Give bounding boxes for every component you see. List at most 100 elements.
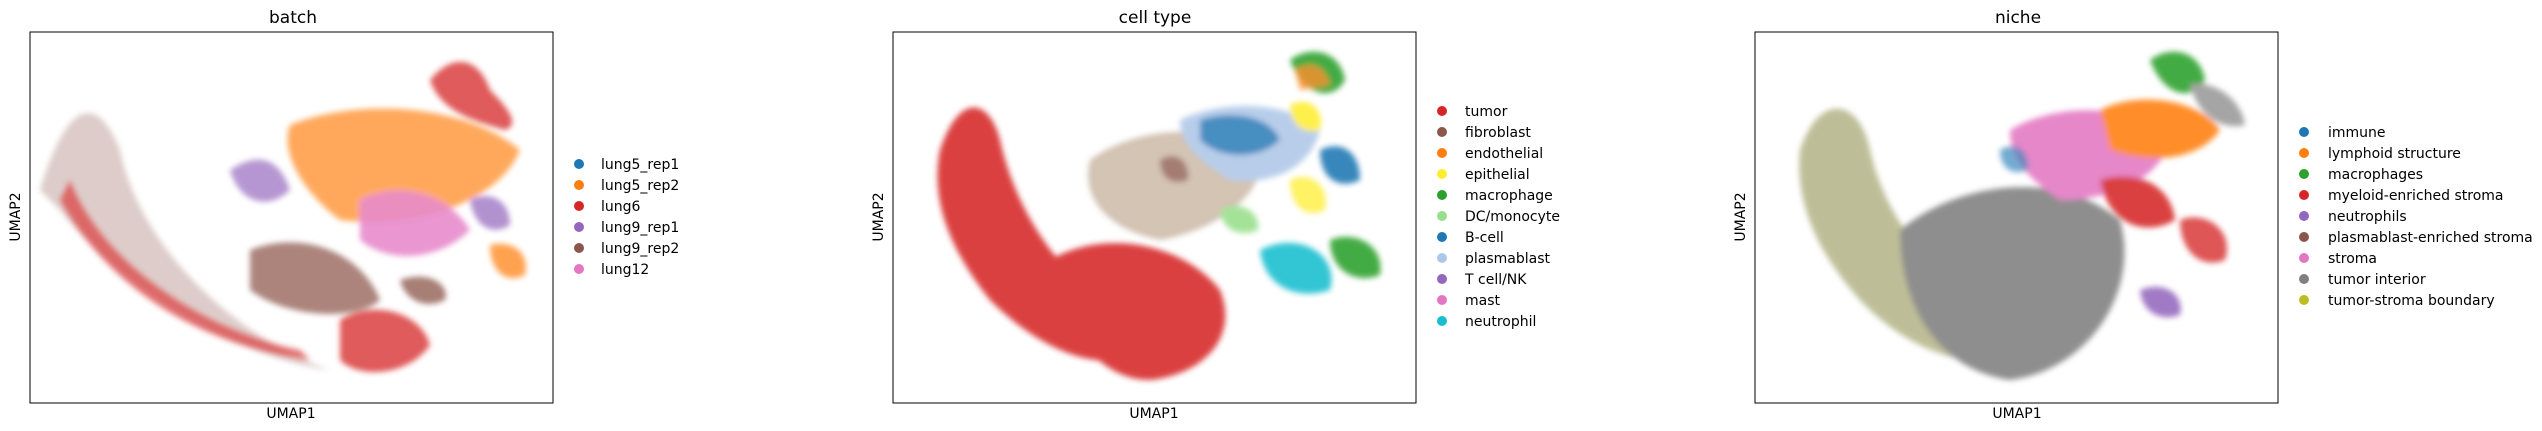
- cluster-blob: [2150, 51, 2205, 94]
- axes-frame: [1754, 31, 2279, 404]
- legend-marker: [1437, 253, 1447, 263]
- legend-label: plasmablast: [1465, 251, 1551, 267]
- legend: immune lymphoid structure macrophages myelo…: [2299, 125, 2533, 309]
- legend-label: fibroblast: [1465, 125, 1531, 141]
- x-axis-label: UMAP1: [1992, 406, 2041, 422]
- axes-frame: [892, 31, 1417, 404]
- legend-marker: [2299, 190, 2309, 200]
- legend-label: myeloid-enriched stroma: [2328, 188, 2504, 204]
- legend-label: lung5_rep2: [601, 178, 679, 194]
- legend-marker: [1437, 274, 1447, 284]
- legend-marker: [574, 264, 584, 274]
- y-axis-label: UMAP2: [1733, 192, 1749, 241]
- legend-label: mast: [1465, 293, 1501, 309]
- legend-label: tumor-stroma boundary: [2328, 293, 2495, 309]
- legend-marker: [1437, 295, 1447, 305]
- legend-label: plasmablast-enriched stroma: [2328, 230, 2533, 246]
- cluster-blob: [340, 309, 430, 372]
- legend-marker: [574, 243, 584, 253]
- legend: lung5_rep1 lung5_rep2 lung6 lung9_rep1 lung9…: [574, 157, 679, 278]
- legend-label: lung5_rep1: [601, 157, 679, 173]
- legend-marker: [574, 180, 584, 190]
- legend-marker: [1437, 106, 1447, 116]
- cluster-blob: [430, 61, 513, 130]
- legend-label: lymphoid structure: [2328, 146, 2461, 162]
- legend-label: B-cell: [1465, 230, 1504, 246]
- cluster-blob: [230, 159, 290, 202]
- legend-label: T cell/NK: [1464, 272, 1527, 288]
- legend-marker: [2299, 253, 2309, 263]
- y-axis-label: UMAP2: [871, 192, 887, 241]
- legend-marker: [2299, 211, 2309, 221]
- legend-label: lung9_rep1: [601, 220, 679, 236]
- cluster-blob: [937, 107, 1160, 361]
- cluster-blob: [360, 191, 470, 257]
- x-axis-label: UMAP1: [1129, 406, 1178, 422]
- panel-title: niche: [1995, 8, 2041, 28]
- cluster-blob: [1200, 115, 1280, 155]
- legend-label: neutrophil: [1465, 314, 1536, 330]
- cluster-blob: [1330, 236, 1381, 279]
- legend-label: tumor: [1465, 104, 1508, 120]
- legend-marker: [1437, 127, 1447, 137]
- legend-marker: [1437, 148, 1447, 158]
- legend-label: immune: [2328, 125, 2386, 141]
- cluster-blob: [2100, 176, 2175, 228]
- legend-marker: [2299, 148, 2309, 158]
- legend-marker: [1437, 316, 1447, 326]
- legend-marker: [1437, 169, 1447, 179]
- cluster-blob: [287, 108, 520, 222]
- cluster-blob: [1290, 101, 1321, 132]
- cluster-blob: [2000, 146, 2029, 172]
- cluster-blob: [1290, 176, 1326, 214]
- cluster-blob: [1160, 156, 1189, 182]
- panel-title: cell type: [1119, 8, 1192, 28]
- legend-marker: [574, 159, 584, 169]
- cluster-blob: [2100, 99, 2220, 159]
- cluster-blob: [400, 276, 446, 304]
- cluster-blob: [40, 113, 330, 370]
- cluster-blob: [470, 196, 510, 230]
- panel-niche: niche UMAP1 UMAP2 immune lymphoid structu…: [1733, 8, 2533, 422]
- legend-marker: [2299, 274, 2309, 284]
- legend-label: neutrophils: [2328, 209, 2407, 225]
- legend-label: lung6: [601, 199, 641, 215]
- cluster-blob: [2140, 286, 2181, 318]
- legend-marker: [2299, 232, 2309, 242]
- x-axis-label: UMAP1: [266, 406, 315, 422]
- legend: tumor fibroblast endothelial epithelial macr…: [1437, 104, 1560, 330]
- cluster-blob: [490, 243, 526, 279]
- legend-marker: [574, 222, 584, 232]
- cluster-blob: [1260, 242, 1332, 294]
- legend-label: epithelial: [1465, 167, 1530, 183]
- cluster-blob: [1220, 206, 1259, 234]
- legend-label: lung9_rep2: [601, 241, 679, 257]
- legend-label: endothelial: [1465, 146, 1543, 162]
- legend-marker: [2299, 295, 2309, 305]
- legend-label: stroma: [2328, 251, 2377, 267]
- axes-frame: [29, 31, 554, 404]
- legend-label: lung12: [601, 262, 649, 278]
- legend-label: macrophage: [1465, 188, 1553, 204]
- cluster-blob: [2190, 84, 2245, 127]
- y-axis-label: UMAP2: [8, 192, 24, 241]
- scatter-plot-area: [1754, 31, 2279, 404]
- legend-label: DC/monocyte: [1465, 209, 1560, 225]
- legend-marker: [2299, 169, 2309, 179]
- cluster-blob: [1799, 108, 2040, 363]
- cluster-blob: [1295, 65, 1330, 90]
- cluster-blob: [2180, 217, 2227, 263]
- legend-label: tumor interior: [2328, 272, 2426, 288]
- legend-marker: [1437, 190, 1447, 200]
- legend-marker: [574, 201, 584, 211]
- cluster-blob: [1320, 146, 1360, 184]
- panel-title: batch: [269, 8, 317, 28]
- cluster-blob: [1050, 243, 1226, 380]
- legend-marker: [1437, 211, 1447, 221]
- scatter-plot-area: [29, 31, 554, 404]
- scatter-plot-area: [892, 31, 1417, 404]
- cluster-blob: [250, 242, 380, 314]
- legend-marker: [2299, 127, 2309, 137]
